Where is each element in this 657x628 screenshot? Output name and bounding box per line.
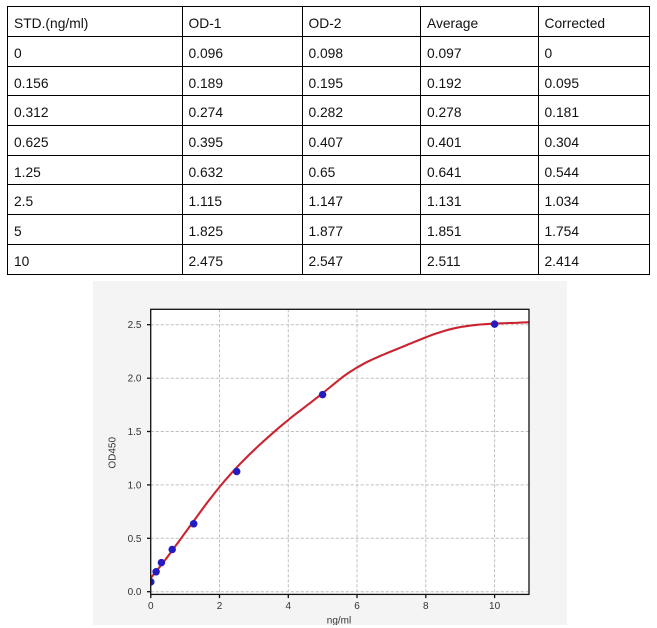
svg-text:1.0: 1.0: [128, 480, 142, 491]
svg-text:ng/ml: ng/ml: [327, 616, 351, 626]
svg-text:OD450: OD450: [108, 437, 119, 469]
svg-text:6: 6: [354, 601, 360, 612]
svg-text:0.0: 0.0: [128, 587, 142, 598]
svg-text:2.0: 2.0: [128, 374, 142, 385]
svg-text:4: 4: [286, 601, 292, 612]
svg-text:10: 10: [489, 601, 501, 612]
svg-text:8: 8: [423, 601, 429, 612]
svg-text:2.5: 2.5: [128, 320, 142, 331]
svg-text:0.5: 0.5: [128, 534, 142, 545]
svg-text:0: 0: [148, 601, 154, 612]
svg-text:2: 2: [217, 601, 223, 612]
svg-text:1.5: 1.5: [128, 427, 142, 438]
